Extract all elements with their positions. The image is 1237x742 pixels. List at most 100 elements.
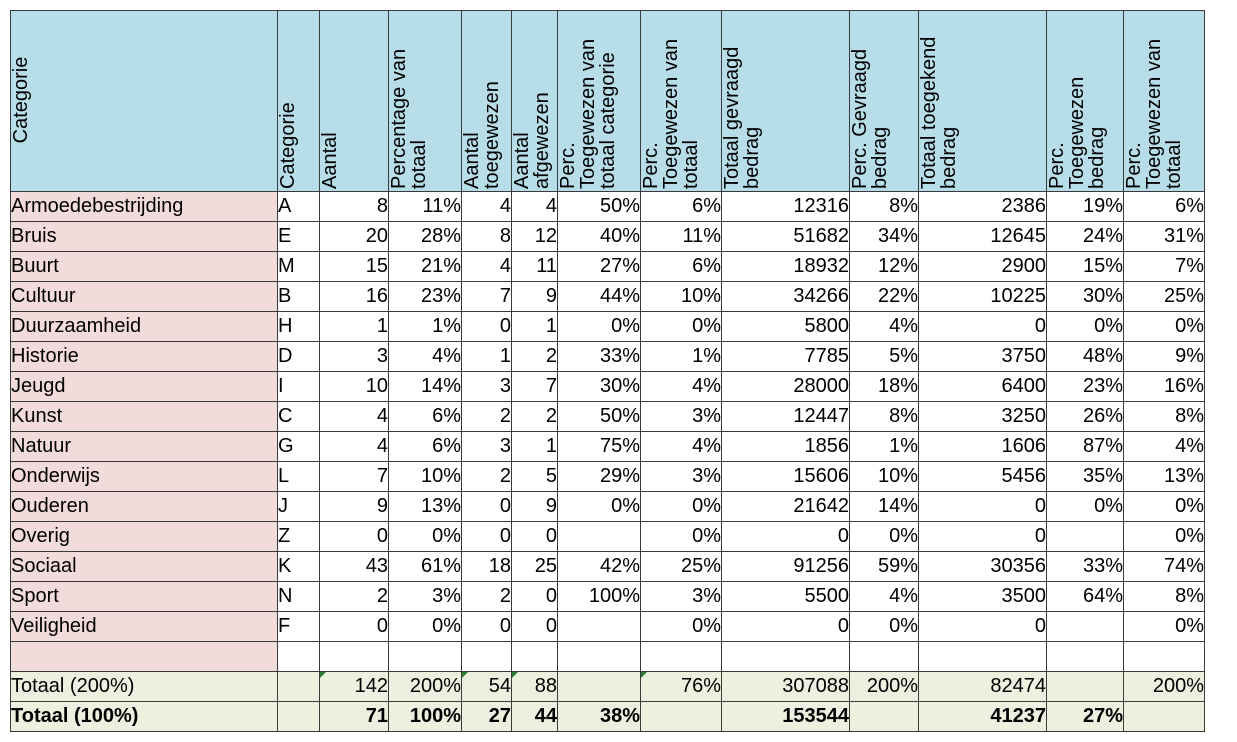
value-cell[interactable]: 200% xyxy=(849,671,919,702)
value-cell[interactable]: 0 xyxy=(511,581,558,612)
value-cell[interactable]: 6% xyxy=(640,191,722,222)
value-cell[interactable]: 59% xyxy=(849,551,919,582)
value-cell[interactable]: 0% xyxy=(1123,491,1205,522)
empty-cell[interactable] xyxy=(557,641,641,672)
value-cell[interactable]: 18% xyxy=(849,371,919,402)
value-cell[interactable]: 6% xyxy=(388,431,462,462)
column-header-8[interactable]: Totaal gevraagd bedrag xyxy=(721,10,850,192)
value-cell[interactable]: 34266 xyxy=(721,281,850,312)
category-cell[interactable]: Overig xyxy=(10,521,278,552)
value-cell[interactable]: 12% xyxy=(849,251,919,282)
value-cell[interactable]: 0% xyxy=(849,611,919,642)
value-cell[interactable]: 44 xyxy=(511,701,558,732)
value-cell[interactable]: 3% xyxy=(640,461,722,492)
value-cell[interactable]: 4% xyxy=(849,311,919,342)
value-cell[interactable]: 13% xyxy=(388,491,462,522)
empty-cell[interactable] xyxy=(849,641,919,672)
code-cell[interactable]: N xyxy=(277,581,320,612)
value-cell[interactable]: 82474 xyxy=(918,671,1047,702)
value-cell[interactable]: 91256 xyxy=(721,551,850,582)
value-cell[interactable]: 23% xyxy=(388,281,462,312)
value-cell[interactable]: 0 xyxy=(918,311,1047,342)
code-cell[interactable]: E xyxy=(277,221,320,252)
code-cell[interactable]: C xyxy=(277,401,320,432)
value-cell[interactable]: 0% xyxy=(640,491,722,522)
value-cell[interactable]: 0 xyxy=(511,521,558,552)
value-cell[interactable]: 44% xyxy=(557,281,641,312)
value-cell[interactable]: 7785 xyxy=(721,341,850,372)
value-cell[interactable]: 7 xyxy=(319,461,389,492)
value-cell[interactable]: 0% xyxy=(1046,311,1124,342)
value-cell[interactable]: 51682 xyxy=(721,221,850,252)
value-cell[interactable]: 3% xyxy=(640,581,722,612)
value-cell[interactable]: 11% xyxy=(640,221,722,252)
value-cell[interactable]: 61% xyxy=(388,551,462,582)
column-header-11[interactable]: Perc. Toegewezen bedrag xyxy=(1046,10,1124,192)
value-cell[interactable]: 0% xyxy=(1123,311,1205,342)
value-cell[interactable]: 22% xyxy=(849,281,919,312)
value-cell[interactable]: 12 xyxy=(511,221,558,252)
value-cell[interactable]: 87% xyxy=(1046,431,1124,462)
value-cell[interactable]: 2 xyxy=(461,401,512,432)
value-cell[interactable]: 35% xyxy=(1046,461,1124,492)
category-cell[interactable]: Veiligheid xyxy=(10,611,278,642)
value-cell[interactable]: 26% xyxy=(1046,401,1124,432)
value-cell[interactable]: 7 xyxy=(461,281,512,312)
empty-cell[interactable] xyxy=(10,641,278,672)
value-cell[interactable]: 2900 xyxy=(918,251,1047,282)
value-cell[interactable]: 28% xyxy=(388,221,462,252)
value-cell[interactable]: 24% xyxy=(1046,221,1124,252)
value-cell[interactable]: 19% xyxy=(1046,191,1124,222)
column-header-4[interactable]: Aantal toegewezen xyxy=(461,10,512,192)
value-cell[interactable] xyxy=(849,701,919,732)
category-cell[interactable]: Historie xyxy=(10,341,278,372)
code-cell[interactable]: B xyxy=(277,281,320,312)
value-cell[interactable]: 2386 xyxy=(918,191,1047,222)
value-cell[interactable]: 27 xyxy=(461,701,512,732)
value-cell[interactable]: 43 xyxy=(319,551,389,582)
value-cell[interactable]: 10 xyxy=(319,371,389,402)
value-cell[interactable]: 12316 xyxy=(721,191,850,222)
empty-cell[interactable] xyxy=(1046,641,1124,672)
value-cell[interactable]: 13% xyxy=(1123,461,1205,492)
value-cell[interactable]: 3 xyxy=(319,341,389,372)
category-cell[interactable]: Jeugd xyxy=(10,371,278,402)
value-cell[interactable]: 4% xyxy=(640,371,722,402)
value-cell[interactable]: 23% xyxy=(1046,371,1124,402)
value-cell[interactable]: 4 xyxy=(319,401,389,432)
value-cell[interactable]: 15% xyxy=(1046,251,1124,282)
value-cell[interactable]: 0 xyxy=(511,611,558,642)
value-cell[interactable]: 153544 xyxy=(721,701,850,732)
value-cell[interactable]: 10% xyxy=(640,281,722,312)
value-cell[interactable]: 0% xyxy=(1123,611,1205,642)
value-cell[interactable]: 0% xyxy=(388,521,462,552)
value-cell[interactable]: 3 xyxy=(461,431,512,462)
value-cell[interactable]: 0% xyxy=(388,611,462,642)
value-cell[interactable]: 33% xyxy=(557,341,641,372)
value-cell[interactable]: 0 xyxy=(721,611,850,642)
value-cell[interactable]: 200% xyxy=(388,671,462,702)
value-cell[interactable]: 50% xyxy=(557,401,641,432)
value-cell[interactable]: 8% xyxy=(1123,401,1205,432)
value-cell[interactable]: 64% xyxy=(1046,581,1124,612)
value-cell[interactable]: 5500 xyxy=(721,581,850,612)
value-cell[interactable]: 8 xyxy=(319,191,389,222)
value-cell[interactable]: 0% xyxy=(849,521,919,552)
category-cell[interactable]: Buurt xyxy=(10,251,278,282)
value-cell[interactable]: 0% xyxy=(557,311,641,342)
value-cell[interactable]: 15606 xyxy=(721,461,850,492)
value-cell[interactable]: 31% xyxy=(1123,221,1205,252)
empty-cell[interactable] xyxy=(511,641,558,672)
column-header-1[interactable]: Categorie xyxy=(277,10,320,192)
category-cell[interactable]: Sport xyxy=(10,581,278,612)
value-cell[interactable]: 88 xyxy=(511,671,558,702)
value-cell[interactable]: 3% xyxy=(388,581,462,612)
empty-cell[interactable] xyxy=(721,641,850,672)
value-cell[interactable]: 5 xyxy=(511,461,558,492)
empty-cell[interactable] xyxy=(918,641,1047,672)
value-cell[interactable]: 3750 xyxy=(918,341,1047,372)
value-cell[interactable]: 50% xyxy=(557,191,641,222)
value-cell[interactable] xyxy=(1046,611,1124,642)
value-cell[interactable]: 38% xyxy=(557,701,641,732)
empty-cell[interactable] xyxy=(640,641,722,672)
